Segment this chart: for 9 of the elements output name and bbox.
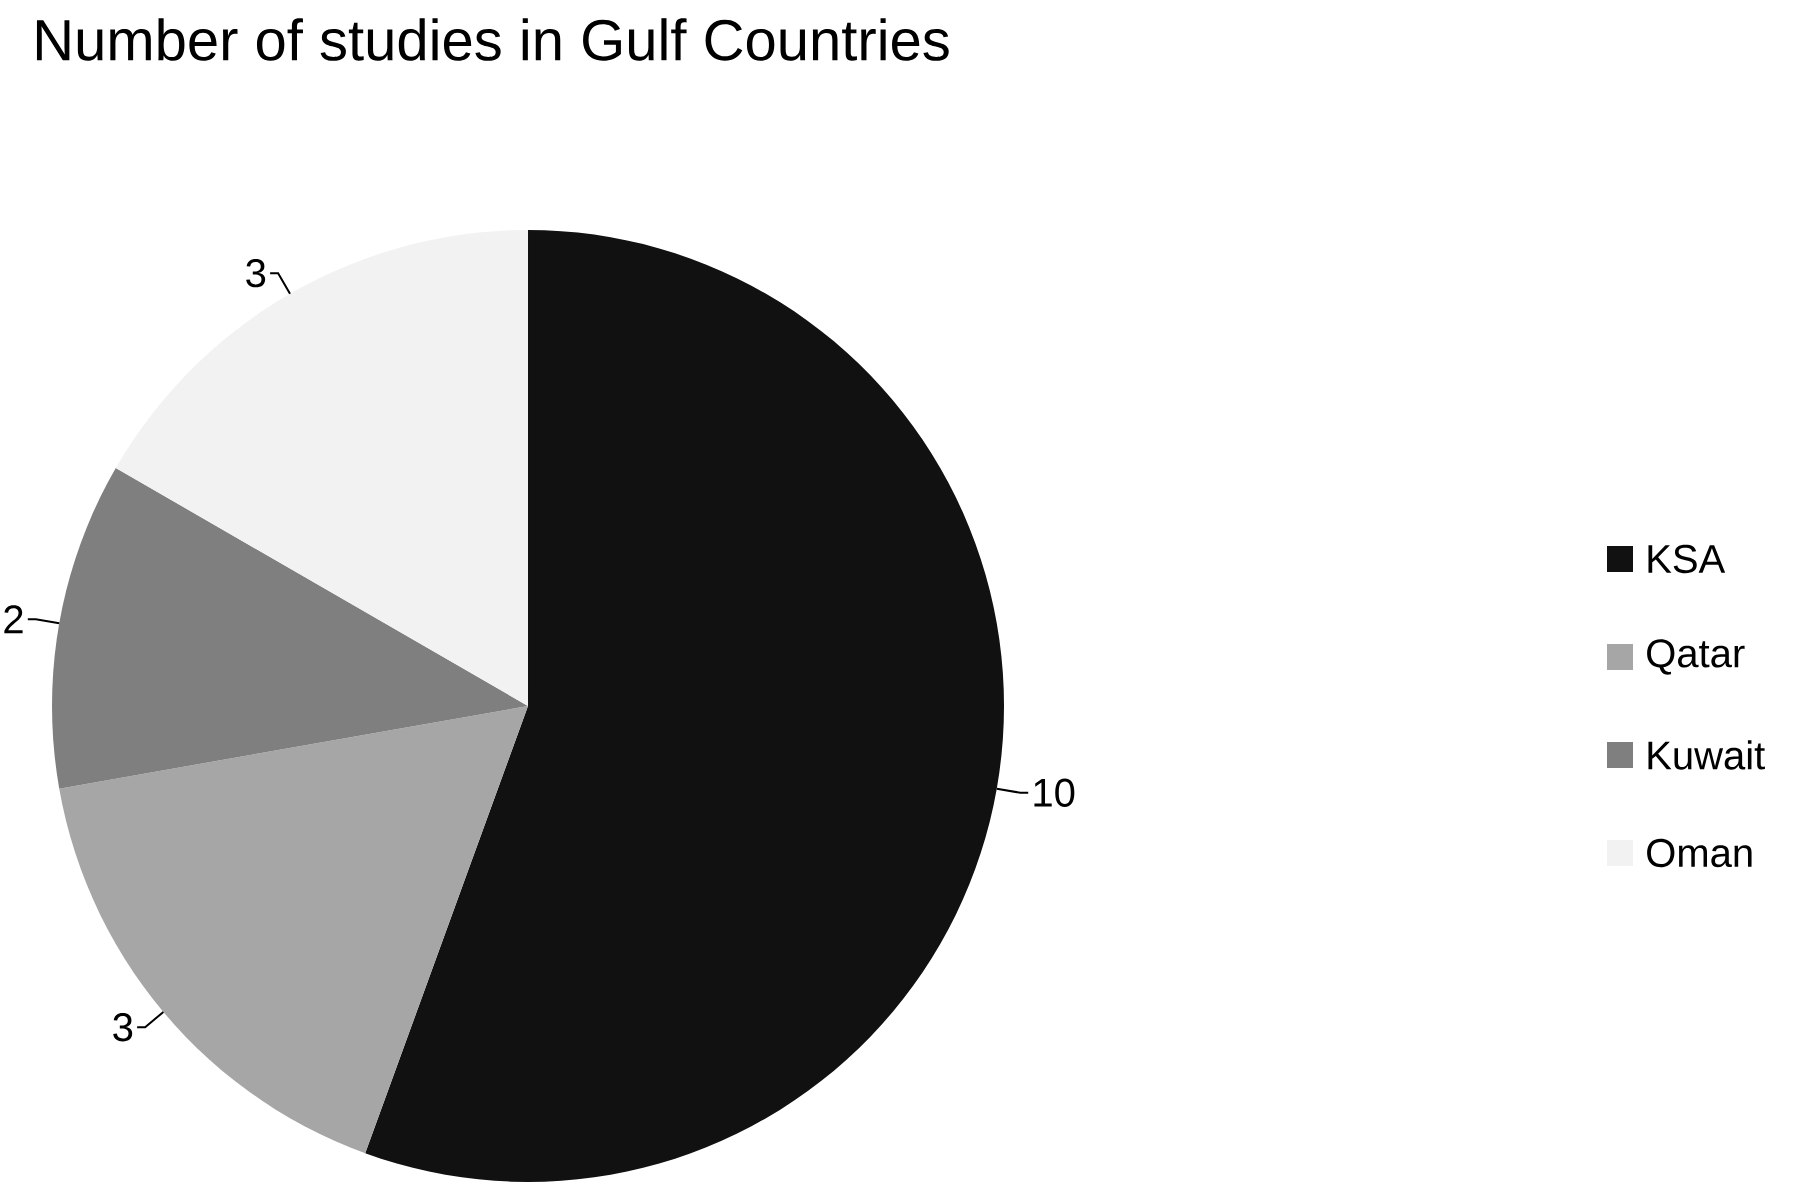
chart-title: Number of studies in Gulf Countries bbox=[36, 18, 949, 61]
legend-label: Oman bbox=[1647, 838, 1752, 868]
data-label: 2 bbox=[4, 605, 23, 634]
data-label: 3 bbox=[246, 258, 266, 288]
data-label: 10 bbox=[1034, 778, 1075, 807]
legend-label: KSA bbox=[1648, 544, 1726, 574]
legend-label: Kuwait bbox=[1648, 740, 1765, 770]
legend-label: Qatar bbox=[1647, 639, 1745, 675]
data-label: 3 bbox=[113, 1013, 133, 1042]
